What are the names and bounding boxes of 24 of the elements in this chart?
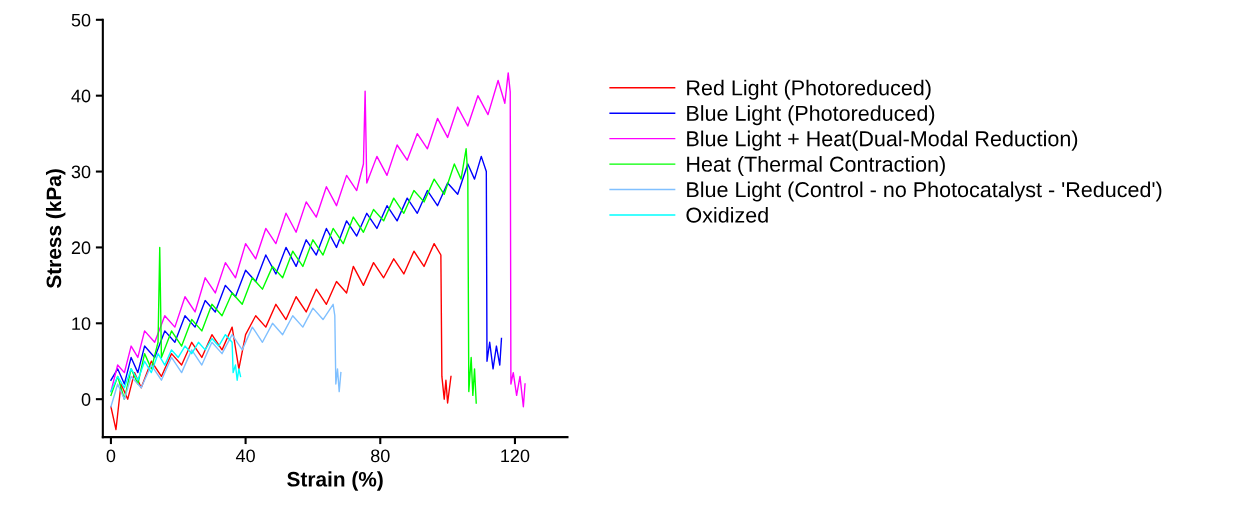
y-tick-label: 30 <box>71 165 91 179</box>
line-series <box>110 242 452 431</box>
y-tick-label: 40 <box>71 89 91 103</box>
x-axis-title: Strain (%) <box>287 471 383 491</box>
legend-label: Heat (Thermal Contraction) <box>687 156 945 177</box>
legend-label: Blue Light (Control - no Photocatalyst - 'Reduced') <box>687 181 1162 202</box>
legend-label: Blue Light (Photoreduced) <box>687 105 935 126</box>
y-tick-label: 0 <box>81 393 91 406</box>
line-series <box>110 303 342 408</box>
y-tick-label: 50 <box>71 13 91 27</box>
y-axis-title: Stress (kPa) <box>45 169 66 289</box>
legend-label: Oxidized <box>686 206 768 223</box>
line-series <box>110 72 526 408</box>
legend-label: Blue Light + Heat(Dual-Modal Reduction) <box>687 130 1078 151</box>
x-tick-label: 40 <box>235 449 255 463</box>
x-tick-label: 0 <box>106 449 116 463</box>
line-series <box>110 155 503 385</box>
y-tick-label: 10 <box>72 317 91 331</box>
line-series <box>110 148 477 404</box>
legend-label: Red Light (Photoreduced) <box>687 79 931 100</box>
x-tick-label: 120 <box>501 449 530 463</box>
line-series <box>110 333 242 393</box>
y-tick-label: 20 <box>71 241 91 255</box>
x-tick-label: 80 <box>371 449 390 463</box>
